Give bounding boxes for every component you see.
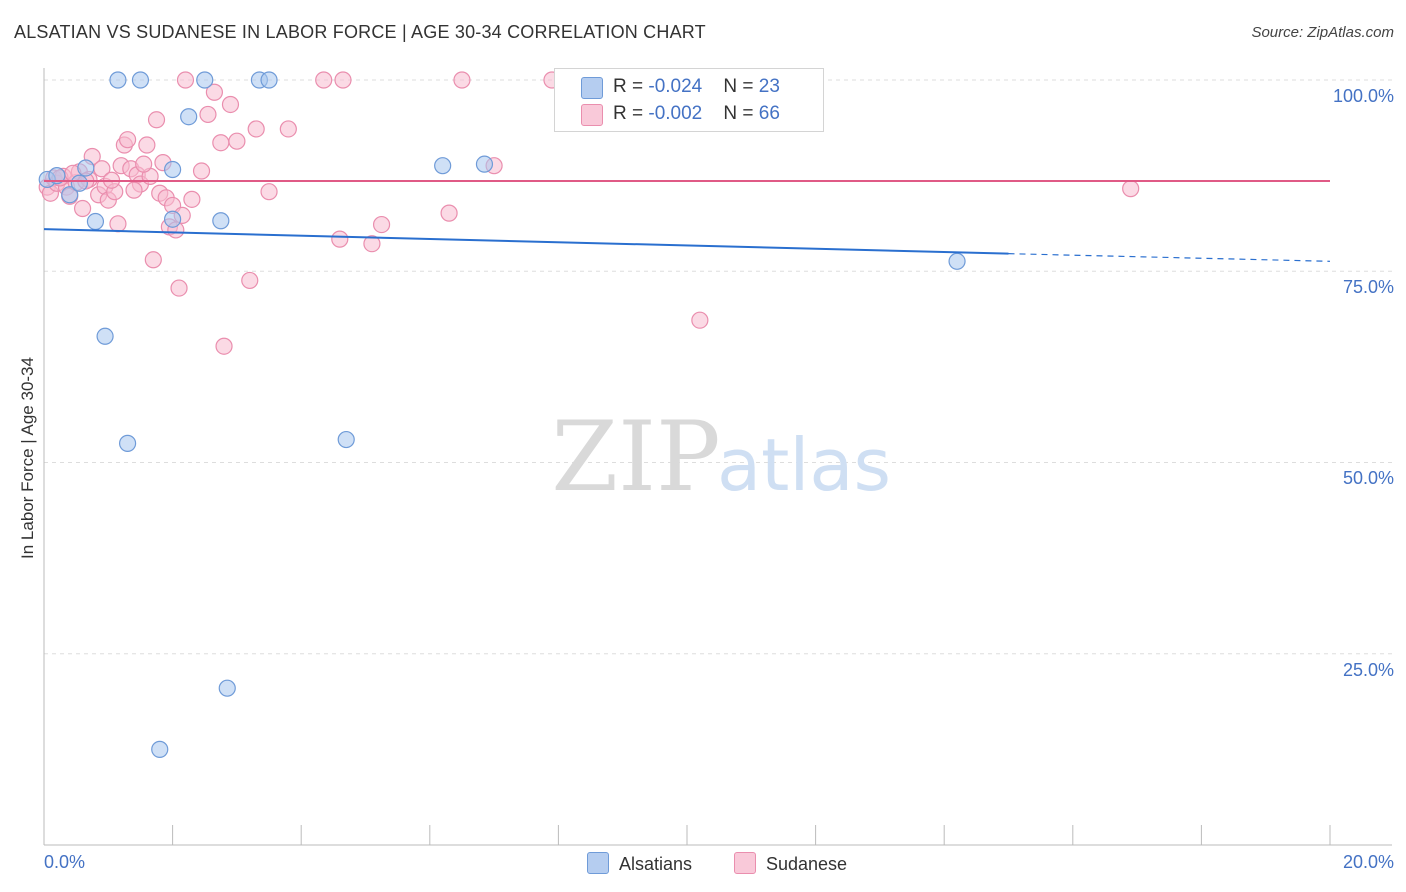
correlation-legend: R = -0.024 N = 23 R = -0.002 N = 66 xyxy=(554,68,824,132)
alsatian-point-20 xyxy=(337,430,355,449)
alsatian-point-3 xyxy=(70,174,88,192)
alsatian-point-17 xyxy=(948,252,966,270)
sudanese-point-26 xyxy=(144,251,162,269)
sudanese-point-53 xyxy=(440,204,458,222)
axes xyxy=(43,68,1392,846)
alsatian-point-21 xyxy=(218,679,236,697)
sudanese-point-35 xyxy=(176,71,195,89)
sudanese-point-44 xyxy=(241,271,259,290)
sudanese-n-value: 66 xyxy=(758,103,780,124)
x-tick-right: 20.0% xyxy=(1342,852,1394,872)
sudanese-point-62 xyxy=(135,155,153,173)
alsatian-trend-line xyxy=(43,228,1009,255)
sudanese-point-49 xyxy=(334,71,352,89)
source-credit: Source: ZipAtlas.com xyxy=(1251,24,1394,41)
alsatian-point-6 xyxy=(109,71,127,89)
chart-title: ALSATIAN VS SUDANESE IN LABOR FORCE | AG… xyxy=(14,22,706,42)
alsatians-legend-label: Alsatians xyxy=(619,854,693,874)
sudanese-point-54 xyxy=(453,71,471,89)
alsatians-legend-swatch xyxy=(587,852,609,874)
alsatian-point-9 xyxy=(164,160,182,179)
alsatian-point-14 xyxy=(260,71,278,89)
sudanese-point-42 xyxy=(221,95,240,114)
alsatian-point-18 xyxy=(96,327,114,345)
sudanese-n-label: N = xyxy=(723,103,759,124)
alsatian-points xyxy=(38,71,966,758)
alsatian-swatch xyxy=(581,77,603,99)
alsatian-point-10 xyxy=(180,108,198,126)
trend-lines xyxy=(43,179,1331,262)
sudanese-point-27 xyxy=(147,111,166,129)
legend-item-sudanese[interactable]: Sudanese xyxy=(734,852,847,875)
alsatian-trend-extension xyxy=(1008,253,1331,262)
alsatian-n-label: N = xyxy=(723,76,759,97)
sudanese-point-43 xyxy=(228,132,246,150)
alsatian-r-value: -0.024 xyxy=(648,76,703,97)
sudanese-point-9 xyxy=(73,199,92,218)
sudanese-point-51 xyxy=(363,235,381,253)
sudanese-point-57 xyxy=(691,311,709,329)
sudanese-legend-swatch xyxy=(734,852,756,874)
sudanese-legend-label: Sudanese xyxy=(766,854,848,874)
alsatian-point-22 xyxy=(151,740,169,758)
sudanese-point-24 xyxy=(138,136,156,154)
alsatian-point-12 xyxy=(212,212,230,230)
alsatian-r-label: R = xyxy=(613,76,649,97)
grid-lines xyxy=(44,79,1392,655)
sudanese-point-52 xyxy=(372,215,391,234)
sudanese-point-39 xyxy=(205,83,223,101)
sudanese-point-48 xyxy=(315,71,333,89)
watermark: ZIP atlas xyxy=(551,401,891,513)
alsatian-point-7 xyxy=(131,71,150,89)
sudanese-point-41 xyxy=(215,337,233,355)
y-tick-75: 75.0% xyxy=(1342,277,1394,297)
watermark-zip: ZIP xyxy=(551,401,720,513)
alsatian-point-11 xyxy=(196,71,214,89)
legend-item-alsatians[interactable]: Alsatians xyxy=(587,852,692,875)
alsatian-point-15 xyxy=(434,157,452,175)
sudanese-r-value: -0.002 xyxy=(648,103,703,124)
sudanese-point-33 xyxy=(170,279,188,297)
sudanese-point-50 xyxy=(331,230,349,248)
alsatian-point-2 xyxy=(61,186,79,204)
x-tick-left: 0.0% xyxy=(44,852,86,872)
sudanese-point-40 xyxy=(212,134,230,152)
alsatian-point-1 xyxy=(48,167,66,185)
sudanese-point-36 xyxy=(183,190,201,208)
sudanese-point-17 xyxy=(109,215,127,233)
sudanese-point-47 xyxy=(279,120,297,138)
alsatian-point-4 xyxy=(77,159,95,177)
sudanese-point-38 xyxy=(199,105,217,124)
alsatian-n-value: 23 xyxy=(758,76,780,97)
alsatian-point-16 xyxy=(475,155,494,173)
sudanese-r-label: R = xyxy=(613,103,649,124)
sudanese-point-64 xyxy=(125,181,143,199)
sudanese-point-58 xyxy=(1122,180,1140,198)
watermark-atlas: atlas xyxy=(717,423,891,507)
sudanese-point-46 xyxy=(260,183,278,201)
sudanese-swatch xyxy=(581,104,603,126)
alsatian-point-8 xyxy=(164,210,182,228)
y-tick-100: 100.0% xyxy=(1332,86,1394,106)
sudanese-point-45 xyxy=(247,120,265,138)
alsatian-point-19 xyxy=(118,434,137,452)
alsatian-point-5 xyxy=(86,212,105,231)
sudanese-point-37 xyxy=(192,162,211,180)
sudanese-point-20 xyxy=(118,131,137,149)
y-tick-50: 50.0% xyxy=(1342,468,1394,488)
y-tick-25: 25.0% xyxy=(1342,660,1394,680)
